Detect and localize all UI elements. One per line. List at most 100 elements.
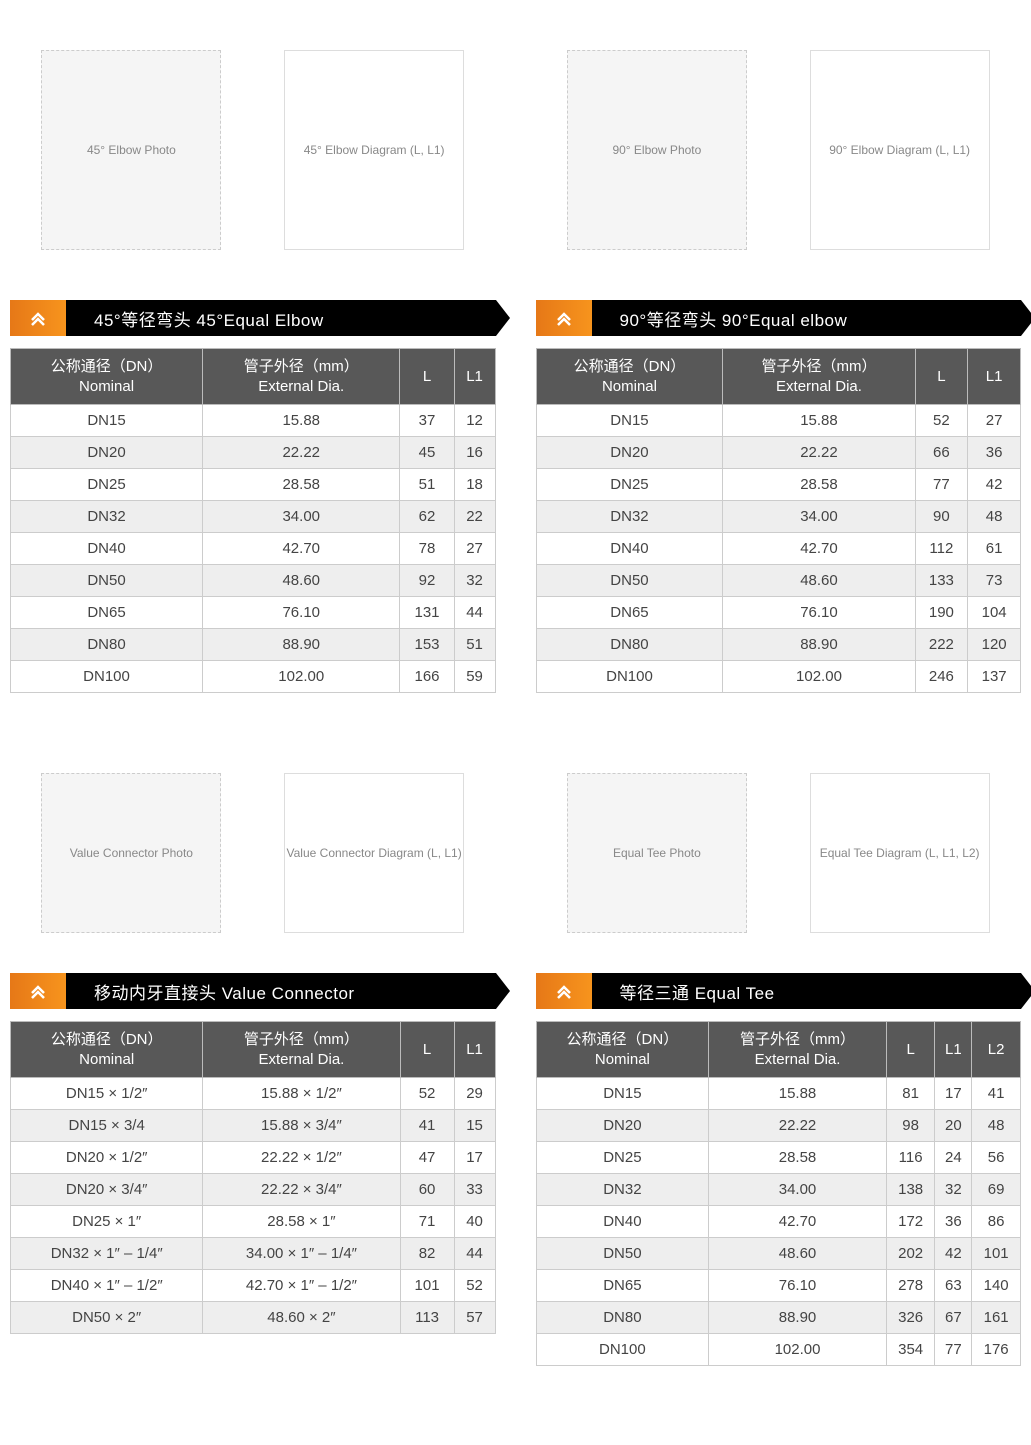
table-row: DN5048.6020242101 [536, 1238, 1021, 1270]
table-cell: 37 [400, 405, 454, 437]
table-cell: 28.58 × 1″ [203, 1206, 400, 1238]
table-cell: DN80 [536, 1302, 709, 1334]
table-cell: 42.70 [203, 533, 400, 565]
equaltee-title: 等径三通 Equal Tee [592, 973, 1022, 1009]
table-cell: 137 [968, 661, 1021, 693]
section-equaltee: Equal Tee Photo Equal Tee Diagram (L, L1… [536, 753, 1022, 1366]
table-cell: 52 [400, 1078, 454, 1110]
table-row: DN25 × 1″28.58 × 1″7140 [11, 1206, 496, 1238]
elbow45-table: 公称通径（DN）Nominal管子外径（mm）External Dia.LL1 … [10, 348, 496, 693]
table-cell: 131 [400, 597, 454, 629]
table-cell: 27 [454, 533, 495, 565]
table-cell: 15.88 [723, 405, 915, 437]
equaltee-title-bar: 等径三通 Equal Tee [536, 973, 1022, 1009]
table-cell: 112 [915, 533, 968, 565]
table-cell: 172 [886, 1206, 935, 1238]
equaltee-diagram: Equal Tee Diagram (L, L1, L2) [810, 773, 990, 933]
table-cell: 34.00 [709, 1174, 887, 1206]
table-cell: 166 [400, 661, 454, 693]
elbow45-photo: 45° Elbow Photo [41, 50, 221, 250]
table-row: DN4042.7011261 [536, 533, 1021, 565]
table-cell: 17 [935, 1078, 972, 1110]
table-cell: 16 [454, 437, 495, 469]
table-cell: 67 [935, 1302, 972, 1334]
table-header-row: 公称通径（DN）Nominal管子外径（mm）External Dia.LL1 [11, 349, 496, 405]
table-cell: 34.00 × 1″ – 1/4″ [203, 1238, 400, 1270]
table-cell: 52 [454, 1270, 495, 1302]
table-header-cell: L [400, 1022, 454, 1078]
table-cell: 138 [886, 1174, 935, 1206]
table-cell: 32 [935, 1174, 972, 1206]
table-row: DN5048.6013373 [536, 565, 1021, 597]
table-cell: 63 [935, 1270, 972, 1302]
elbow90-title: 90°等径弯头 90°Equal elbow [592, 300, 1022, 336]
table-row: DN8088.90222120 [536, 629, 1021, 661]
bottom-row: Value Connector Photo Value Connector Di… [10, 753, 1021, 1366]
chevron-up-icon [10, 300, 66, 336]
table-cell: DN20 × 1/2″ [11, 1142, 203, 1174]
table-row: DN4042.707827 [11, 533, 496, 565]
table-cell: DN50 [536, 1238, 709, 1270]
table-row: DN2022.226636 [536, 437, 1021, 469]
valueconnector-title: 移动内牙直接头 Value Connector [66, 973, 496, 1009]
table-cell: DN20 [536, 1110, 709, 1142]
table-cell: 77 [935, 1334, 972, 1366]
table-cell: 176 [972, 1334, 1021, 1366]
table-cell: 77 [915, 469, 968, 501]
table-cell: DN20 [536, 437, 723, 469]
table-cell: DN15 [11, 405, 203, 437]
table-row: DN2528.585118 [11, 469, 496, 501]
table-cell: 92 [400, 565, 454, 597]
table-cell: 88.90 [723, 629, 915, 661]
table-cell: 44 [454, 597, 495, 629]
table-row: DN6576.1027863140 [536, 1270, 1021, 1302]
table-cell: 29 [454, 1078, 495, 1110]
table-cell: 222 [915, 629, 968, 661]
table-cell: 42.70 [723, 533, 915, 565]
table-cell: DN100 [536, 661, 723, 693]
table-row: DN2022.224516 [11, 437, 496, 469]
table-row: DN1515.88811741 [536, 1078, 1021, 1110]
table-cell: 59 [454, 661, 495, 693]
table-cell: 62 [400, 501, 454, 533]
table-cell: DN65 [11, 597, 203, 629]
table-row: DN1515.885227 [536, 405, 1021, 437]
table-cell: DN25 [11, 469, 203, 501]
table-cell: 66 [915, 437, 968, 469]
table-header-cell: L1 [935, 1022, 972, 1078]
table-cell: 51 [454, 629, 495, 661]
table-cell: 15 [454, 1110, 495, 1142]
table-cell: 22.22 × 3/4″ [203, 1174, 400, 1206]
table-header-cell: 管子外径（mm）External Dia. [203, 1022, 400, 1078]
table-cell: 90 [915, 501, 968, 533]
table-cell: 69 [972, 1174, 1021, 1206]
table-cell: DN100 [11, 661, 203, 693]
table-row: DN15 × 3/415.88 × 3/4″4115 [11, 1110, 496, 1142]
table-cell: 104 [968, 597, 1021, 629]
table-cell: 24 [935, 1142, 972, 1174]
table-cell: 40 [454, 1206, 495, 1238]
table-cell: DN32 × 1″ – 1/4″ [11, 1238, 203, 1270]
table-cell: 354 [886, 1334, 935, 1366]
table-cell: 246 [915, 661, 968, 693]
elbow90-table: 公称通径（DN）Nominal管子外径（mm）External Dia.LL1 … [536, 348, 1022, 693]
table-cell: DN25 × 1″ [11, 1206, 203, 1238]
valueconnector-images: Value Connector Photo Value Connector Di… [10, 753, 496, 953]
table-cell: 52 [915, 405, 968, 437]
table-cell: 116 [886, 1142, 935, 1174]
table-cell: DN32 [536, 501, 723, 533]
table-cell: 101 [400, 1270, 454, 1302]
table-cell: 76.10 [723, 597, 915, 629]
valueconnector-photo: Value Connector Photo [41, 773, 221, 933]
table-cell: 326 [886, 1302, 935, 1334]
table-cell: 60 [400, 1174, 454, 1206]
table-row: DN100102.0035477176 [536, 1334, 1021, 1366]
valueconnector-diagram: Value Connector Diagram (L, L1) [284, 773, 464, 933]
table-cell: 32 [454, 565, 495, 597]
table-cell: 22.22 [203, 437, 400, 469]
table-header-cell: 管子外径（mm）External Dia. [723, 349, 915, 405]
table-row: DN40 × 1″ – 1/2″42.70 × 1″ – 1/2″10152 [11, 1270, 496, 1302]
table-cell: DN32 [536, 1174, 709, 1206]
table-cell: 48 [972, 1110, 1021, 1142]
table-row: DN6576.10190104 [536, 597, 1021, 629]
